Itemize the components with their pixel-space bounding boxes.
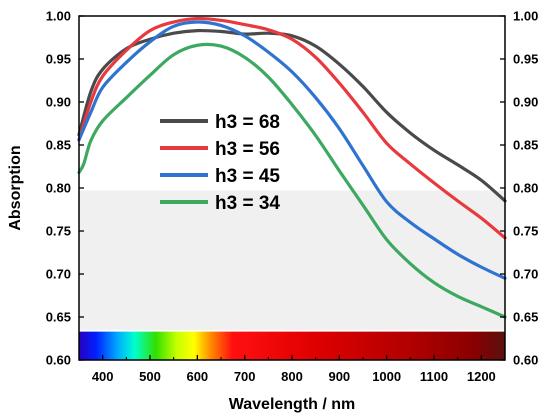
x-tick-label: 600 — [186, 369, 208, 384]
series-line-h3-68 — [77, 28, 507, 203]
series-line-h3-56 — [77, 16, 507, 240]
series-line-h3-45 — [77, 20, 507, 280]
y-tick-label-left: 0.65 — [46, 310, 71, 325]
series-line-h3-34 — [77, 42, 507, 319]
legend-label-h3-68: h3 = 68 — [215, 112, 280, 133]
legend-label-h3-56: h3 = 56 — [215, 139, 280, 160]
y-tick-label-right: 1.00 — [513, 9, 538, 24]
series-lines — [77, 16, 507, 319]
legend-label-h3-34: h3 = 34 — [215, 193, 280, 214]
y-tick-label-right: 0.85 — [513, 138, 538, 153]
x-tick-label: 1200 — [467, 369, 496, 384]
shaded-band — [79, 190, 505, 330]
y-tick-label-right: 0.75 — [513, 224, 538, 239]
x-tick-label: 900 — [328, 369, 350, 384]
y-tick-label-left: 0.70 — [46, 267, 71, 282]
y-tick-label-left: 0.95 — [46, 52, 71, 67]
y-tick-label-left: 0.90 — [46, 95, 71, 110]
y-tick-label-right: 0.70 — [513, 267, 538, 282]
y-tick-label-left: 1.00 — [46, 9, 71, 24]
x-tick-label: 400 — [92, 369, 114, 384]
y-tick-label-right: 0.60 — [513, 353, 538, 368]
legend: h3 = 68 h3 = 56 h3 = 45 h3 = 34 — [160, 112, 280, 214]
y-tick-label-left: 0.85 — [46, 138, 71, 153]
x-tick-label: 1100 — [420, 369, 448, 384]
x-tick-label: 500 — [139, 369, 161, 384]
x-axis-title: Wavelength / nm — [229, 396, 356, 413]
x-tick-label: 800 — [281, 369, 303, 384]
legend-label-h3-45: h3 = 45 — [215, 166, 280, 187]
y-tick-label-left: 0.80 — [46, 181, 71, 196]
y-axis-title: Absorption — [7, 145, 24, 230]
y-tick-label-left: 0.60 — [46, 353, 71, 368]
x-tick-label: 1000 — [372, 369, 401, 384]
y-tick-label-left: 0.75 — [46, 224, 71, 239]
axis-ticks: 400 500 600 700 800 900 1000 1100 1200 0.60 0.60 0.… — [46, 9, 539, 385]
y-tick-label-right: 0.65 — [513, 310, 538, 325]
y-tick-label-right: 0.80 — [513, 181, 538, 196]
y-tick-label-right: 0.95 — [513, 52, 538, 67]
y-tick-label-right: 0.90 — [513, 95, 538, 110]
x-tick-label: 700 — [234, 369, 256, 384]
